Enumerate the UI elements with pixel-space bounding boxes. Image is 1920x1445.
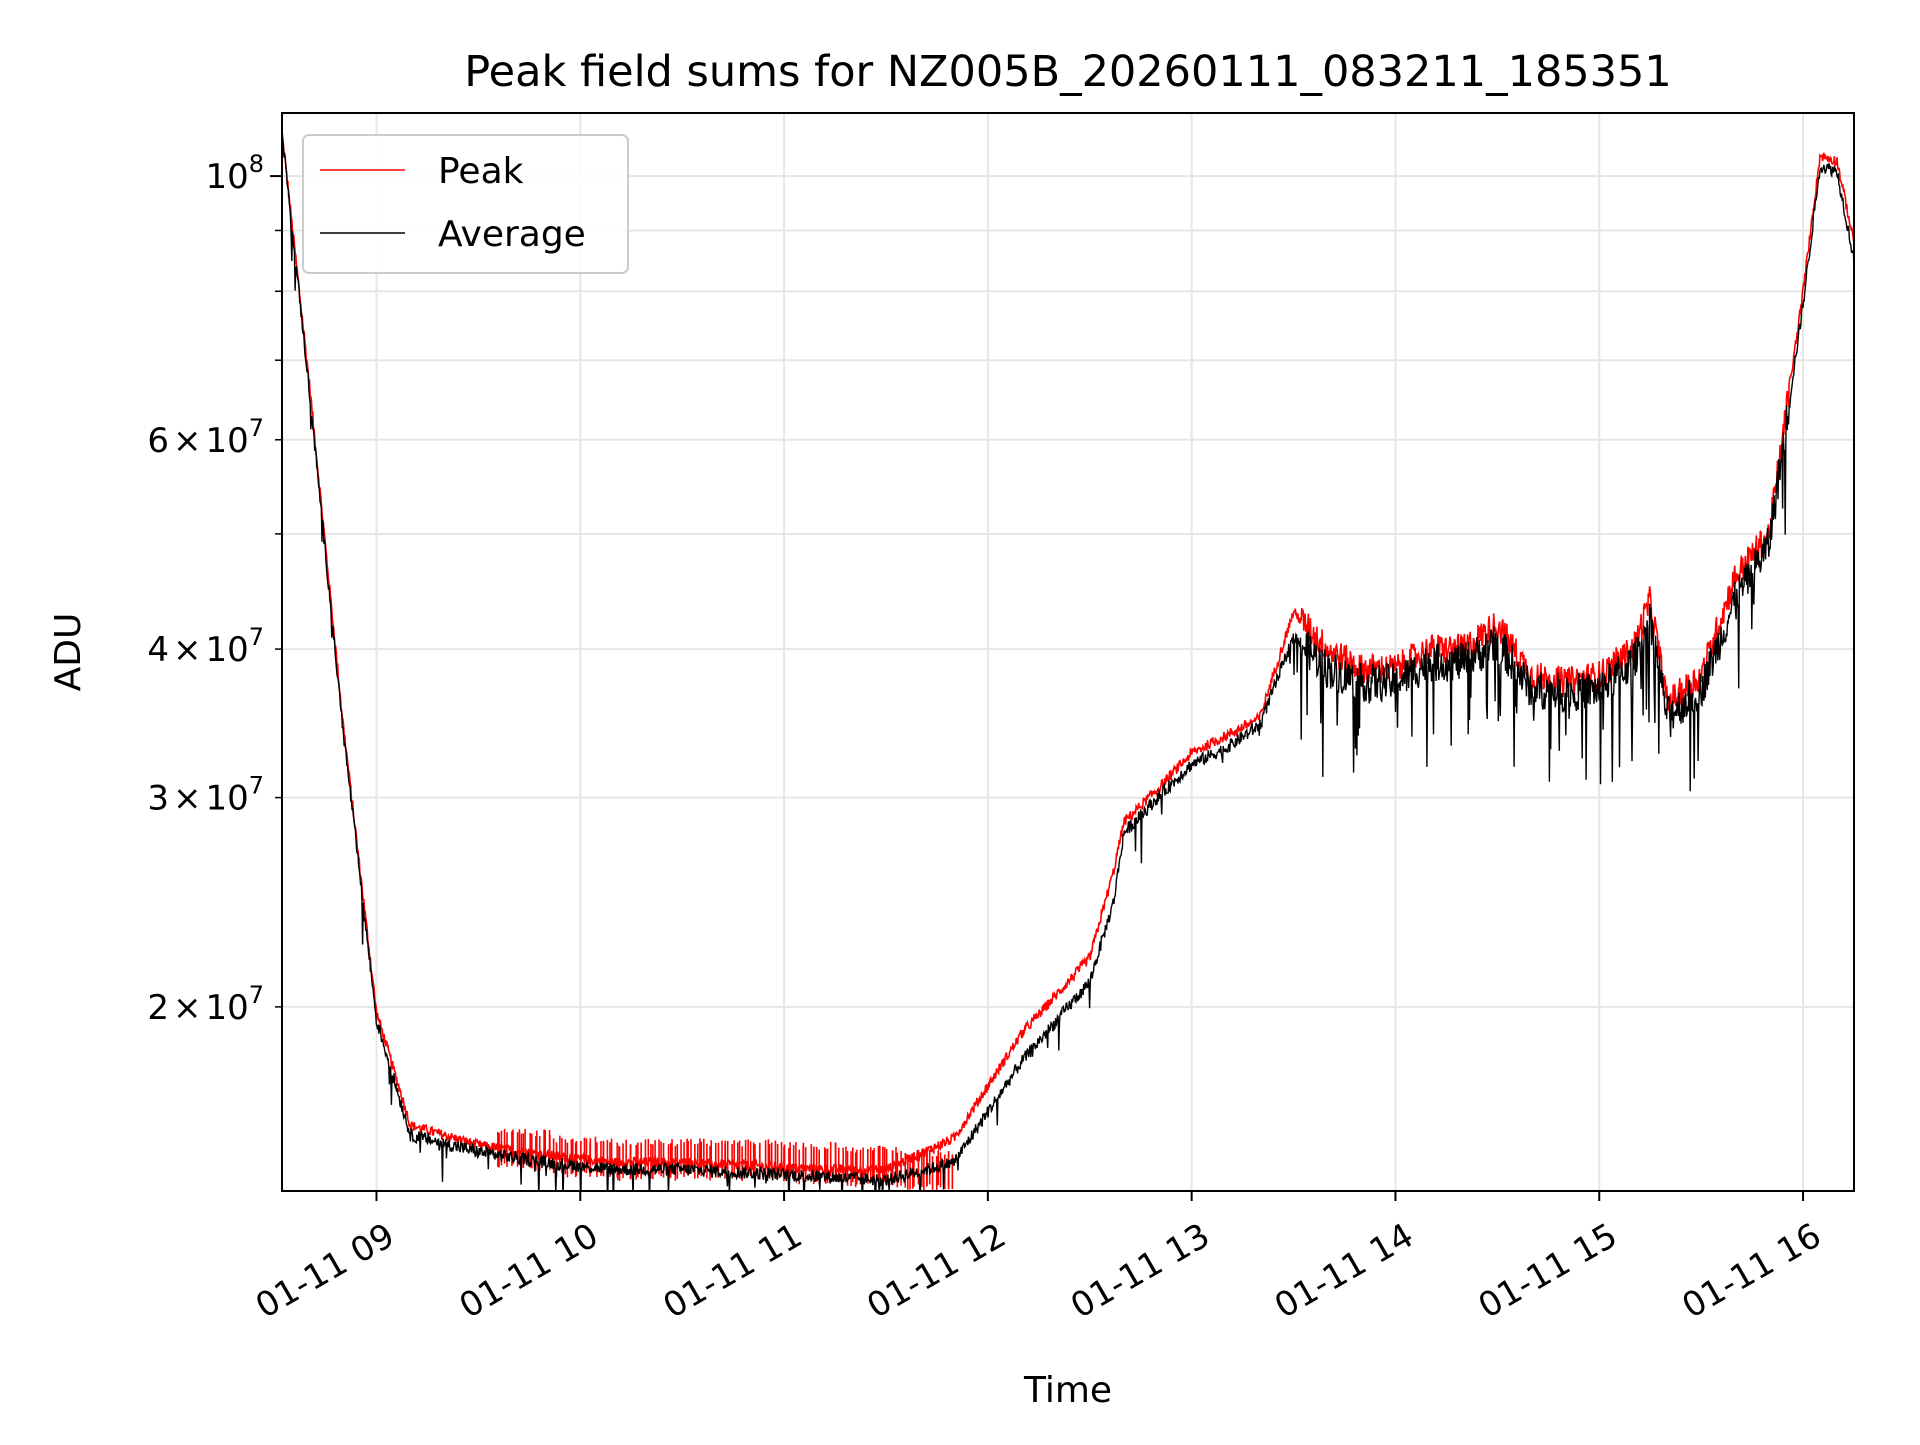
legend-label-peak: Peak — [438, 151, 524, 192]
legend-label-average: Average — [438, 214, 586, 255]
x-axis-label: Time — [1023, 1370, 1112, 1411]
y-tick-label: 4 × 107 — [147, 623, 264, 670]
y-tick-label: 2 × 107 — [147, 981, 264, 1028]
y-tick-label: 3 × 107 — [147, 772, 264, 819]
series-group — [282, 128, 1854, 1191]
chart-title: Peak field sums for NZ005B_20260111_0832… — [464, 47, 1672, 97]
plot-area-frame — [281, 112, 1855, 1192]
legend: Peak Average — [302, 134, 629, 274]
series-line-average — [282, 128, 1854, 1191]
y-tick-label: 108 — [205, 150, 264, 197]
y-axis-label: ADU — [48, 613, 89, 692]
y-tick-label: 6 × 107 — [147, 414, 264, 461]
